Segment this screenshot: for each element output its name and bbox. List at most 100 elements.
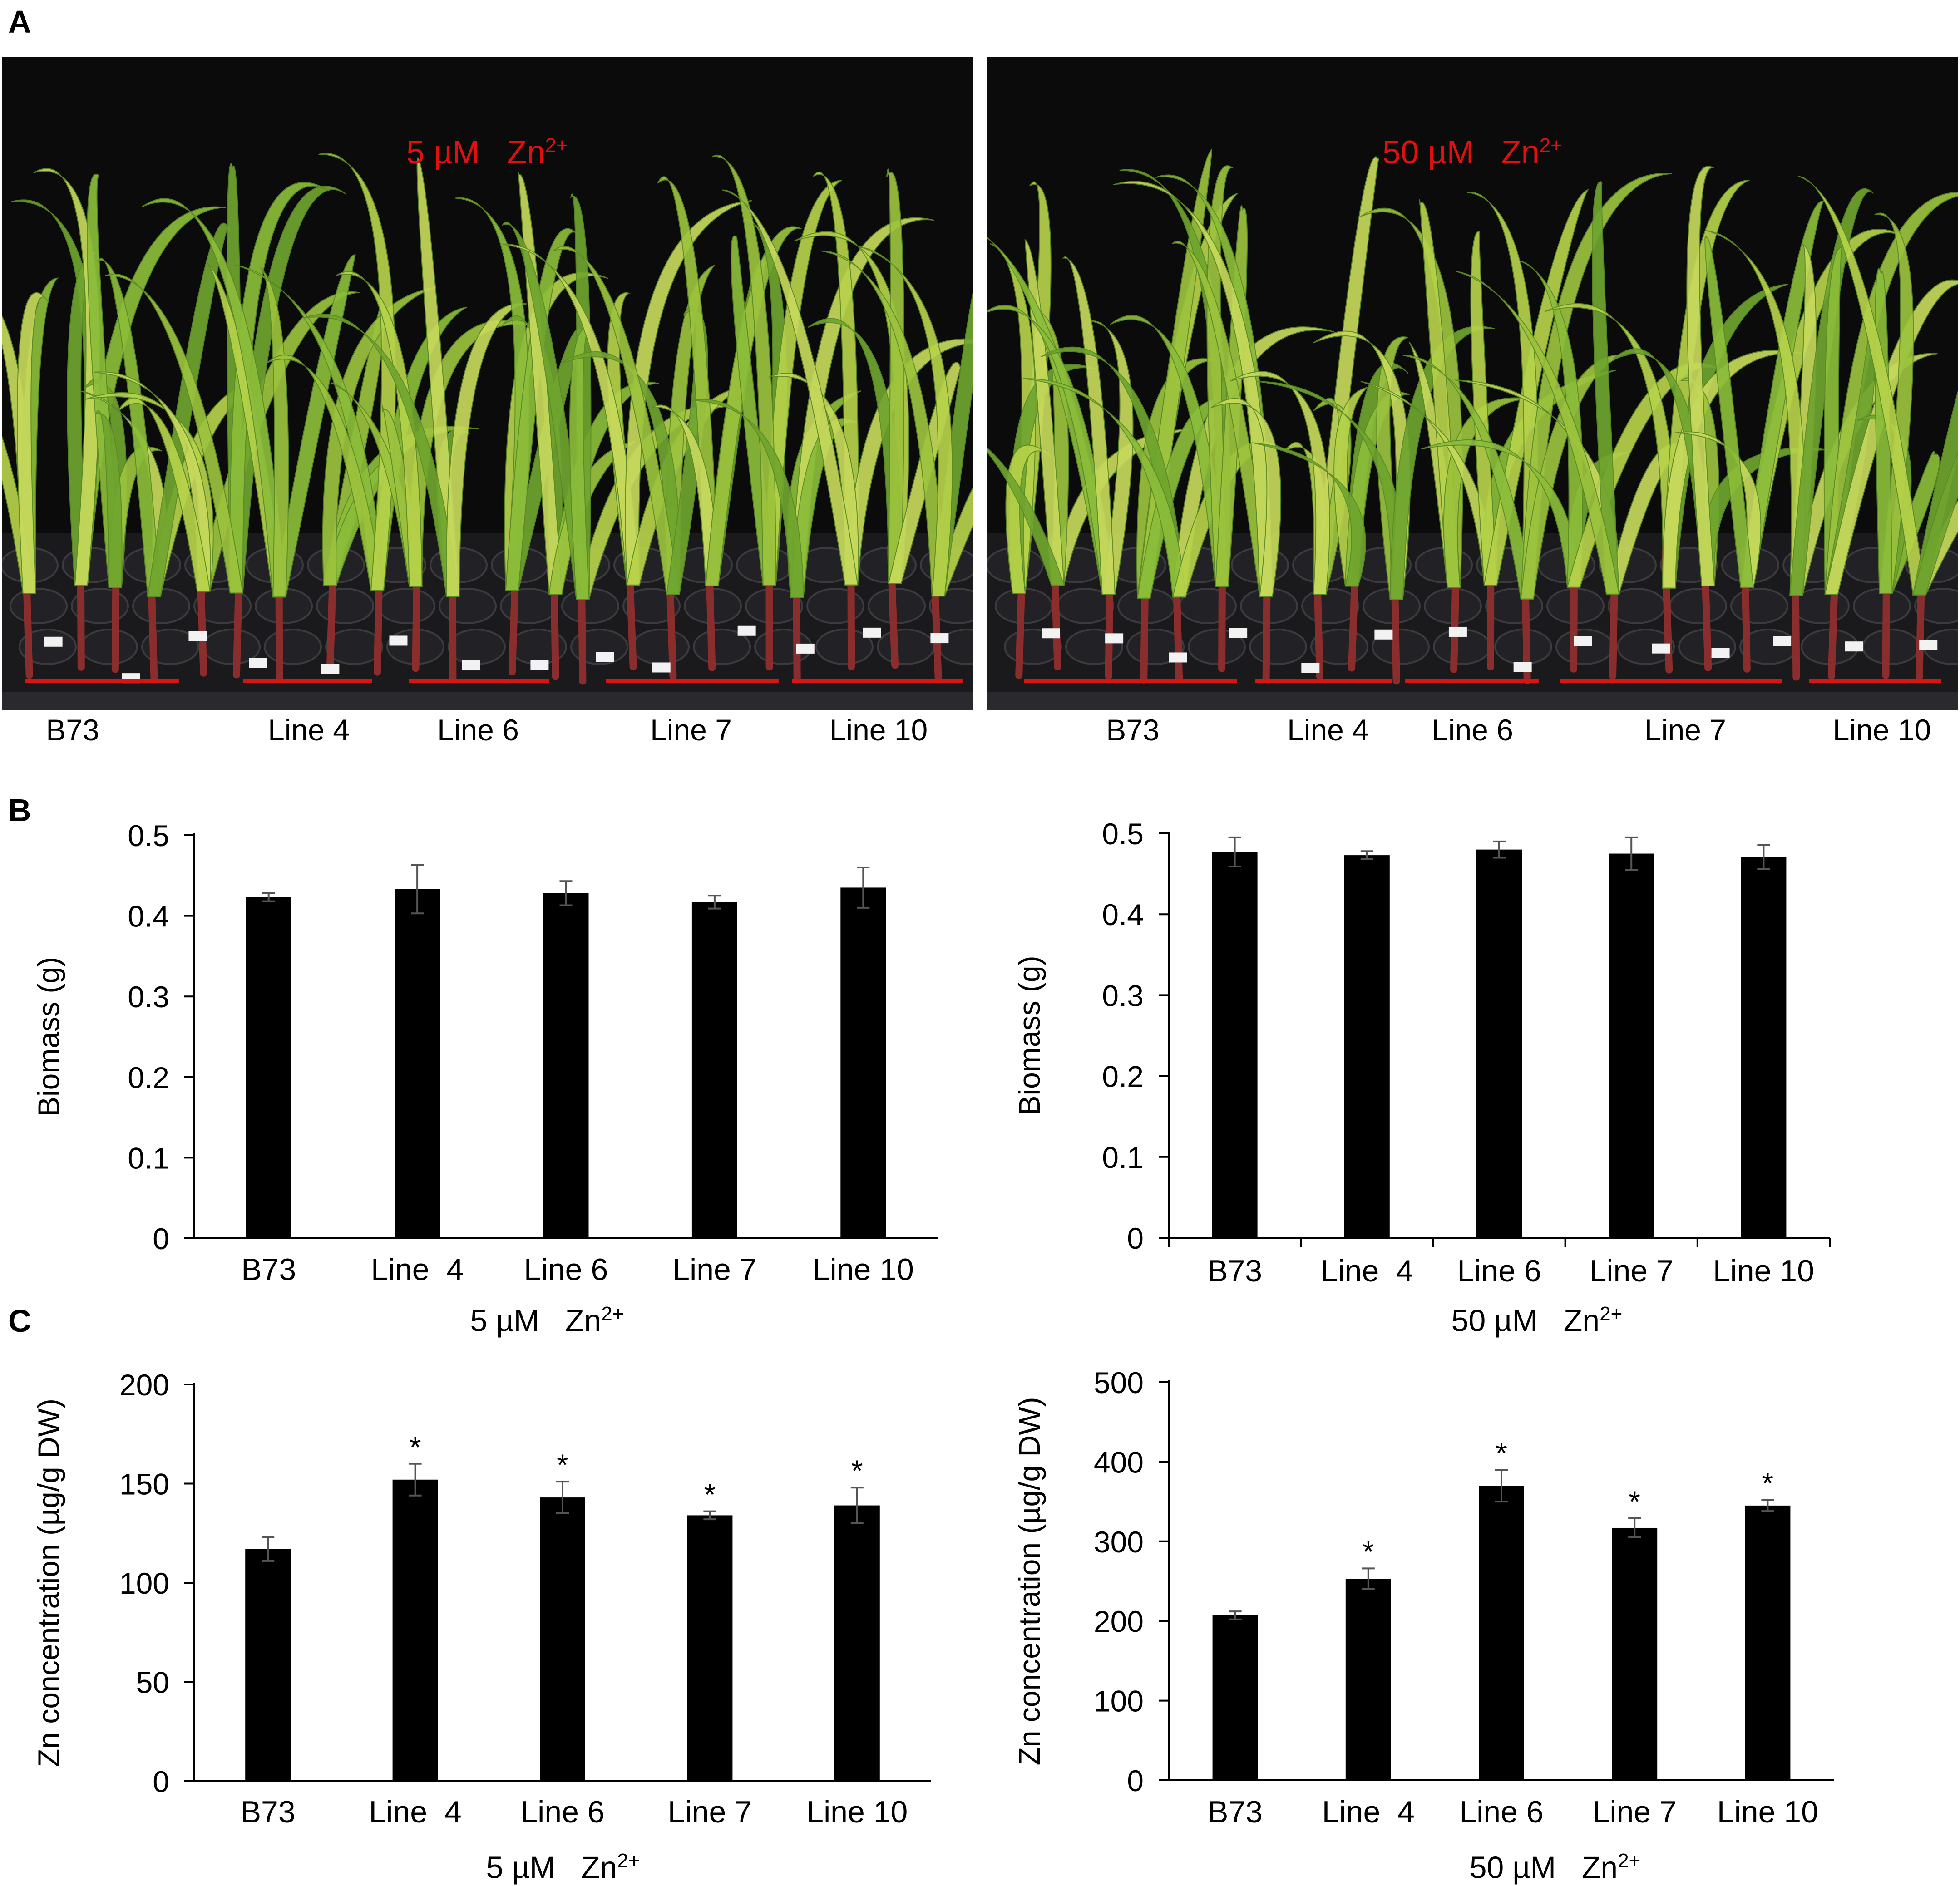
x-category-label: B73 — [1207, 1254, 1262, 1288]
photo-line-label: B73 — [46, 713, 99, 747]
photo-line-label: Line 6 — [1432, 713, 1513, 747]
bar — [543, 893, 589, 1238]
plant-tag — [188, 631, 207, 641]
plant-tag — [1652, 643, 1670, 654]
plant-leaf — [1798, 176, 1926, 596]
x-category-label: Line 4 — [369, 1795, 462, 1829]
bar — [1612, 1527, 1658, 1780]
x-category-label: Line 10 — [813, 1252, 914, 1287]
plant-photo-5uM: 5 µM Zn2+ — [2, 57, 973, 710]
tray-cell — [806, 588, 864, 624]
tray-cell — [1669, 588, 1727, 624]
bar — [245, 1549, 291, 1781]
y-tick-label: 200 — [119, 1368, 169, 1402]
plant-leaf — [142, 198, 286, 598]
chart-svg: 0 0.1 0.2 0.3 0.4 0.5 Biomass (g) B73 Line 4 Line… — [1012, 817, 1831, 1288]
photo-line-label: Line 4 — [1287, 713, 1369, 747]
bar — [1345, 1579, 1391, 1780]
plant-leaf — [553, 246, 680, 595]
bar — [1479, 1486, 1524, 1780]
xlabel-charge: 2+ — [1618, 1850, 1641, 1872]
bar — [540, 1497, 585, 1781]
bar — [1741, 857, 1787, 1238]
plant-tag — [530, 660, 549, 670]
panel-letter-c: C — [8, 1303, 31, 1339]
y-axis-label: Zn concentration (µg/g DW) — [32, 1398, 65, 1767]
x-category-label: Line 10 — [1717, 1795, 1818, 1829]
xlabel-ion: Zn — [1581, 1850, 1618, 1885]
significance-marker: * — [1762, 1467, 1774, 1500]
xlabel-charge: 2+ — [617, 1850, 640, 1872]
x-category-label: B73 — [1208, 1795, 1263, 1829]
plant-leaf — [1389, 326, 1495, 600]
plant-tag — [1845, 641, 1864, 652]
y-tick-label: 0.2 — [1102, 1060, 1144, 1093]
plant-leaf — [1912, 389, 1958, 596]
y-tick-label: 500 — [1094, 1366, 1144, 1399]
y-axis-label: Biomass (g) — [1012, 955, 1046, 1115]
y-tick-label: 0 — [153, 1222, 169, 1256]
bar — [392, 1479, 438, 1781]
plant-tag — [1169, 652, 1187, 663]
plant-tag — [1042, 628, 1060, 639]
plant-leaf — [722, 189, 859, 586]
zn-concentration-chart-50uM: 0 100 200 300 400 500 Zn concentration (µg/g D… — [981, 1357, 1960, 1886]
y-tick-label: 200 — [1094, 1605, 1144, 1638]
chart-xlabel: 50 µM Zn2+ — [1470, 1850, 1641, 1886]
bar — [687, 1515, 733, 1781]
plant-leaf — [117, 397, 211, 592]
x-category-label: Line 6 — [524, 1252, 608, 1287]
plant-leaf — [1705, 230, 1806, 596]
photo-line-label: Line 4 — [268, 713, 350, 747]
xlabel-ion: Zn — [1563, 1303, 1600, 1338]
xlabel-conc: 50 µM — [1469, 1850, 1556, 1885]
plant-tag — [462, 660, 480, 671]
plant-leaf — [446, 303, 527, 597]
xlabel-conc: 5 µM — [470, 1303, 540, 1338]
plant-leaf — [1210, 398, 1282, 597]
plant-leaf — [1062, 256, 1116, 595]
x-category-label: Line 7 — [668, 1795, 752, 1829]
photo-conc: 50 µM — [1382, 134, 1474, 171]
plant-leaf — [1313, 156, 1379, 595]
biomass-chart-5uM: 0 0.1 0.2 0.3 0.4 0.5 Biomass (g) B73 Line 4 Line… — [0, 799, 976, 1357]
x-category-label: Line 4 — [371, 1252, 464, 1287]
y-tick-label: 300 — [1094, 1525, 1144, 1559]
biomass-chart-50uM: 0 0.1 0.2 0.3 0.4 0.5 Biomass (g) B73 Line 4 Line… — [981, 799, 1960, 1357]
bar — [1212, 852, 1258, 1238]
plant-leaf — [1113, 181, 1273, 597]
xlabel-ion: Zn — [565, 1303, 602, 1338]
y-tick-label: 0 — [153, 1765, 169, 1798]
tray-cell — [745, 588, 803, 624]
plant-tag — [652, 662, 671, 673]
x-category-label: Line 7 — [672, 1252, 756, 1287]
plant-leaf — [1023, 378, 1186, 598]
xlabel-charge: 2+ — [1600, 1303, 1623, 1325]
y-axis-label: Biomass (g) — [32, 957, 65, 1117]
plant-tag — [596, 652, 614, 662]
plant-leaf — [95, 410, 123, 588]
plant-tag — [1374, 629, 1393, 640]
significance-marker: * — [410, 1430, 421, 1464]
significance-marker: * — [557, 1448, 568, 1482]
plant-leaf — [1874, 212, 1914, 594]
plant-tag — [1513, 661, 1532, 672]
plant-leaf — [1704, 236, 1754, 588]
plant-leaf — [260, 267, 289, 598]
y-tick-label: 0 — [1127, 1764, 1144, 1797]
plant-leaf — [267, 355, 385, 591]
photo-concentration-label: 50 µM Zn2+ — [1382, 134, 1562, 171]
bar — [1745, 1505, 1791, 1780]
photo-ion: Zn — [507, 134, 545, 171]
plant-leaf — [1024, 239, 1065, 586]
significance-marker: * — [851, 1454, 863, 1487]
plant-tag — [1773, 636, 1792, 646]
y-tick-label: 0.4 — [128, 900, 169, 933]
y-tick-label: 0.1 — [128, 1141, 169, 1175]
chart-svg: 0 50 100 150 200 Zn concentration (µg/g DW) B7… — [32, 1368, 931, 1829]
photo-conc: 5 µM — [406, 134, 480, 171]
chart-xlabel: 50 µM Zn2+ — [1451, 1303, 1623, 1339]
plant-tag — [1919, 640, 1938, 650]
bar — [395, 889, 440, 1238]
